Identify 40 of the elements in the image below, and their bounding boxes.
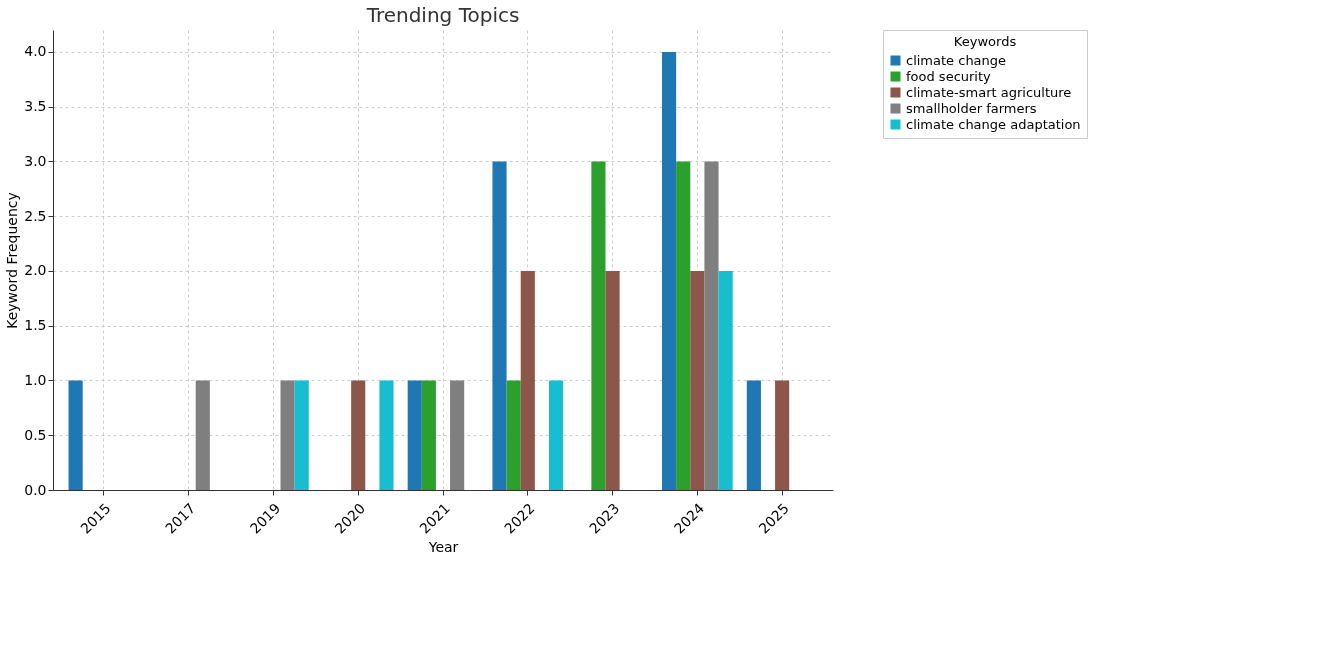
bar <box>548 380 564 490</box>
y-tick-label: 3.0 <box>24 152 47 169</box>
bar <box>506 380 521 490</box>
bar <box>450 380 465 490</box>
bar <box>746 380 761 490</box>
bar <box>605 270 620 490</box>
y-axis-title: Keyword Frequency <box>4 192 21 329</box>
x-axis-title: Year <box>427 538 459 555</box>
bar <box>421 380 436 490</box>
legend-label: smallholder farmers <box>906 100 1037 116</box>
y-tick-label: 1.0 <box>24 371 47 388</box>
bar <box>775 380 790 490</box>
legend-label: food security <box>906 68 992 84</box>
y-tick-label: 3.5 <box>24 98 47 115</box>
bar <box>351 380 366 490</box>
bar <box>690 270 705 490</box>
y-tick-label: 4.0 <box>24 43 47 60</box>
y-tick-label: 2.0 <box>24 262 47 279</box>
y-tick-label: 0.5 <box>24 426 47 443</box>
bar <box>676 161 691 490</box>
bar <box>662 51 677 490</box>
bar <box>591 161 606 490</box>
legend-label: climate change <box>906 52 1007 68</box>
bar <box>492 161 507 490</box>
bar <box>407 380 422 490</box>
bar <box>379 380 394 490</box>
y-tick-label: 1.5 <box>24 317 47 334</box>
y-tick-label: 0.0 <box>24 481 47 498</box>
bar <box>520 270 535 490</box>
bar <box>195 380 210 490</box>
legend-label: climate change adaptation <box>906 116 1081 132</box>
bar <box>280 380 295 490</box>
legend-title: Keywords <box>953 34 1017 49</box>
bar <box>718 270 733 490</box>
bar <box>704 161 719 490</box>
y-tick-label: 2.5 <box>24 207 47 224</box>
legend-label: climate-smart agriculture <box>906 84 1072 100</box>
bar <box>294 380 309 490</box>
bar <box>68 380 83 490</box>
chart-title: Trending Topics <box>365 2 520 27</box>
